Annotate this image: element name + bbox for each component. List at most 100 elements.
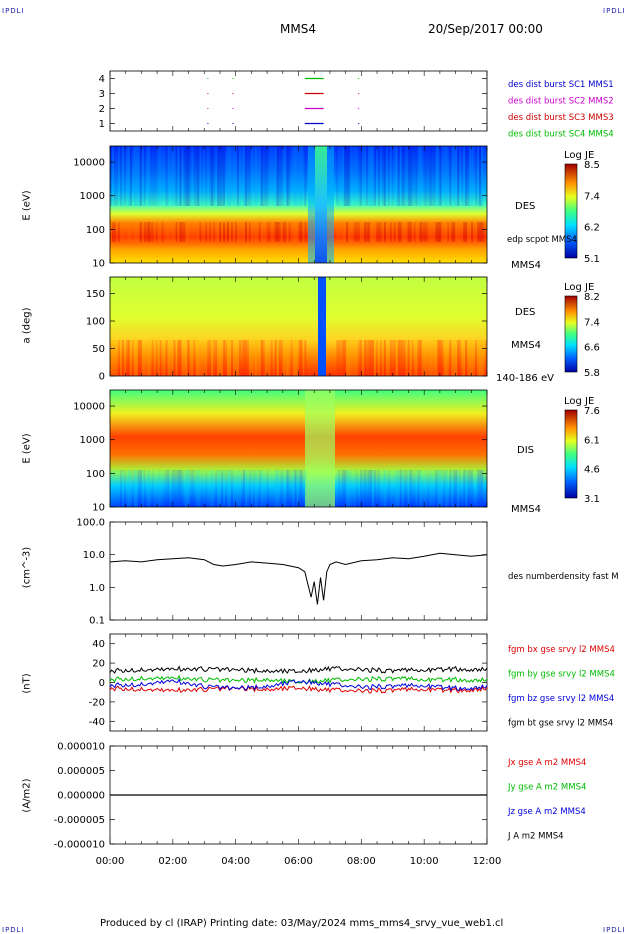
- dis-streak: [381, 470, 384, 507]
- des-streak-hot: [405, 222, 408, 242]
- dis-streak: [215, 470, 218, 507]
- pitch-streak: [387, 340, 390, 376]
- pitch-streak: [217, 340, 220, 376]
- dis-streak: [221, 470, 224, 507]
- des-streak-hot: [231, 222, 234, 242]
- des-streak-hot: [195, 222, 198, 242]
- dis-streak: [352, 470, 355, 507]
- dis-streak: [473, 470, 476, 507]
- des-streak-hot: [161, 222, 164, 242]
- des-streak: [393, 146, 396, 206]
- burst-dot: [207, 93, 209, 94]
- des-energy-gap-core: [315, 146, 327, 263]
- pitch-streak: [201, 340, 204, 376]
- pitch-streak: [133, 340, 136, 376]
- axis-labels: 4 3 2 1 des dist burst SC1 MMS1 des dist burs…: [54, 74, 619, 867]
- des-streak-hot: [153, 222, 156, 242]
- pitch-streak: [121, 340, 124, 376]
- des-streak: [431, 146, 434, 206]
- pitch-streak: [391, 340, 394, 376]
- dis-streak: [481, 470, 484, 507]
- pitch-streak: [229, 340, 232, 376]
- des-streak-hot: [215, 222, 218, 242]
- pitch-streak: [256, 340, 259, 376]
- dis-streak: [463, 470, 466, 507]
- des-streak-hot: [292, 222, 295, 242]
- dis-streak: [117, 470, 120, 507]
- dis-streak: [399, 470, 402, 507]
- dis-streak: [387, 470, 390, 507]
- dis-streak: [417, 470, 420, 507]
- des-streak-hot: [479, 222, 482, 242]
- pitch-streak: [179, 340, 182, 376]
- des-streak: [260, 146, 263, 206]
- des-streak-hot: [110, 222, 112, 242]
- pitch-streak: [411, 340, 414, 376]
- des-streak-hot: [463, 222, 466, 242]
- pitch-streak: [231, 340, 234, 376]
- des-streak: [167, 146, 170, 206]
- des-streak-hot: [211, 222, 214, 242]
- des-streak-hot: [141, 222, 144, 242]
- des-streak: [207, 146, 210, 206]
- des-streak: [266, 146, 269, 206]
- des-streak: [411, 146, 414, 206]
- des-streak-hot: [453, 222, 456, 242]
- ytick-label-current: 0.000005: [57, 766, 105, 777]
- dis-streak: [449, 470, 452, 507]
- dis-streak: [369, 470, 372, 507]
- colorbar-tick-dis_energy: 3.1: [584, 494, 600, 505]
- pitch-streak: [191, 340, 194, 376]
- dis-streak: [290, 470, 293, 507]
- pitch-streak: [181, 340, 184, 376]
- dis-streak: [153, 470, 156, 507]
- des-streak-hot: [219, 222, 222, 242]
- des-streak: [177, 146, 180, 206]
- dis-streak: [179, 470, 182, 507]
- pitch-streak: [185, 340, 188, 376]
- ytick-label-bfield: 0: [99, 678, 105, 689]
- des-streak-hot: [185, 222, 188, 242]
- pitch-streak: [240, 340, 243, 376]
- footer-info: Produced by cl (IRAP) Printing date: 03/…: [100, 918, 504, 929]
- des-streak: [441, 146, 444, 206]
- dis-streak: [447, 470, 450, 507]
- des-streak: [231, 146, 234, 206]
- des-streak-hot: [284, 222, 287, 242]
- des-streak-hot: [127, 222, 130, 242]
- des-streak-hot: [433, 222, 436, 242]
- pitch-streak: [127, 340, 130, 376]
- ytick-label-current: -0.000010: [54, 840, 105, 851]
- des-streak: [161, 146, 164, 206]
- density-legend: des numberdensity fast M: [508, 572, 619, 582]
- des-streak-hot: [181, 222, 184, 242]
- des-streak-hot: [223, 222, 226, 242]
- dis-streak: [193, 470, 196, 507]
- des-streak-hot: [304, 222, 307, 242]
- dis-streak: [360, 470, 363, 507]
- dis-streak: [272, 470, 275, 507]
- des-streak-hot: [199, 222, 202, 242]
- dis-streak: [231, 470, 234, 507]
- ytick-label-dis_energy: 10000: [73, 402, 105, 413]
- pitch-streak: [425, 340, 428, 376]
- dis-streak: [127, 470, 130, 507]
- des-streak: [338, 146, 341, 206]
- des-streak-hot: [201, 222, 204, 242]
- des-streak: [461, 146, 464, 206]
- burst-legend-4: des dist burst SC4 MMS4: [508, 130, 614, 140]
- dis-streak: [262, 470, 265, 507]
- colorbar-tick-des_pitch: 7.4: [584, 317, 600, 328]
- pitch-streak: [135, 340, 138, 376]
- dis-streak: [191, 470, 194, 507]
- des-streak: [429, 146, 432, 206]
- pitch-streak: [145, 340, 148, 376]
- ytick-label-des_energy: 100: [86, 225, 105, 236]
- des-streak-hot: [227, 222, 230, 242]
- des-streak-hot: [213, 222, 216, 242]
- des-streak-hot: [143, 222, 146, 242]
- colorbar-tick-des_pitch: 6.6: [584, 343, 600, 354]
- des-streak: [284, 146, 287, 206]
- des-streak: [129, 146, 132, 206]
- pitch-streak: [354, 340, 357, 376]
